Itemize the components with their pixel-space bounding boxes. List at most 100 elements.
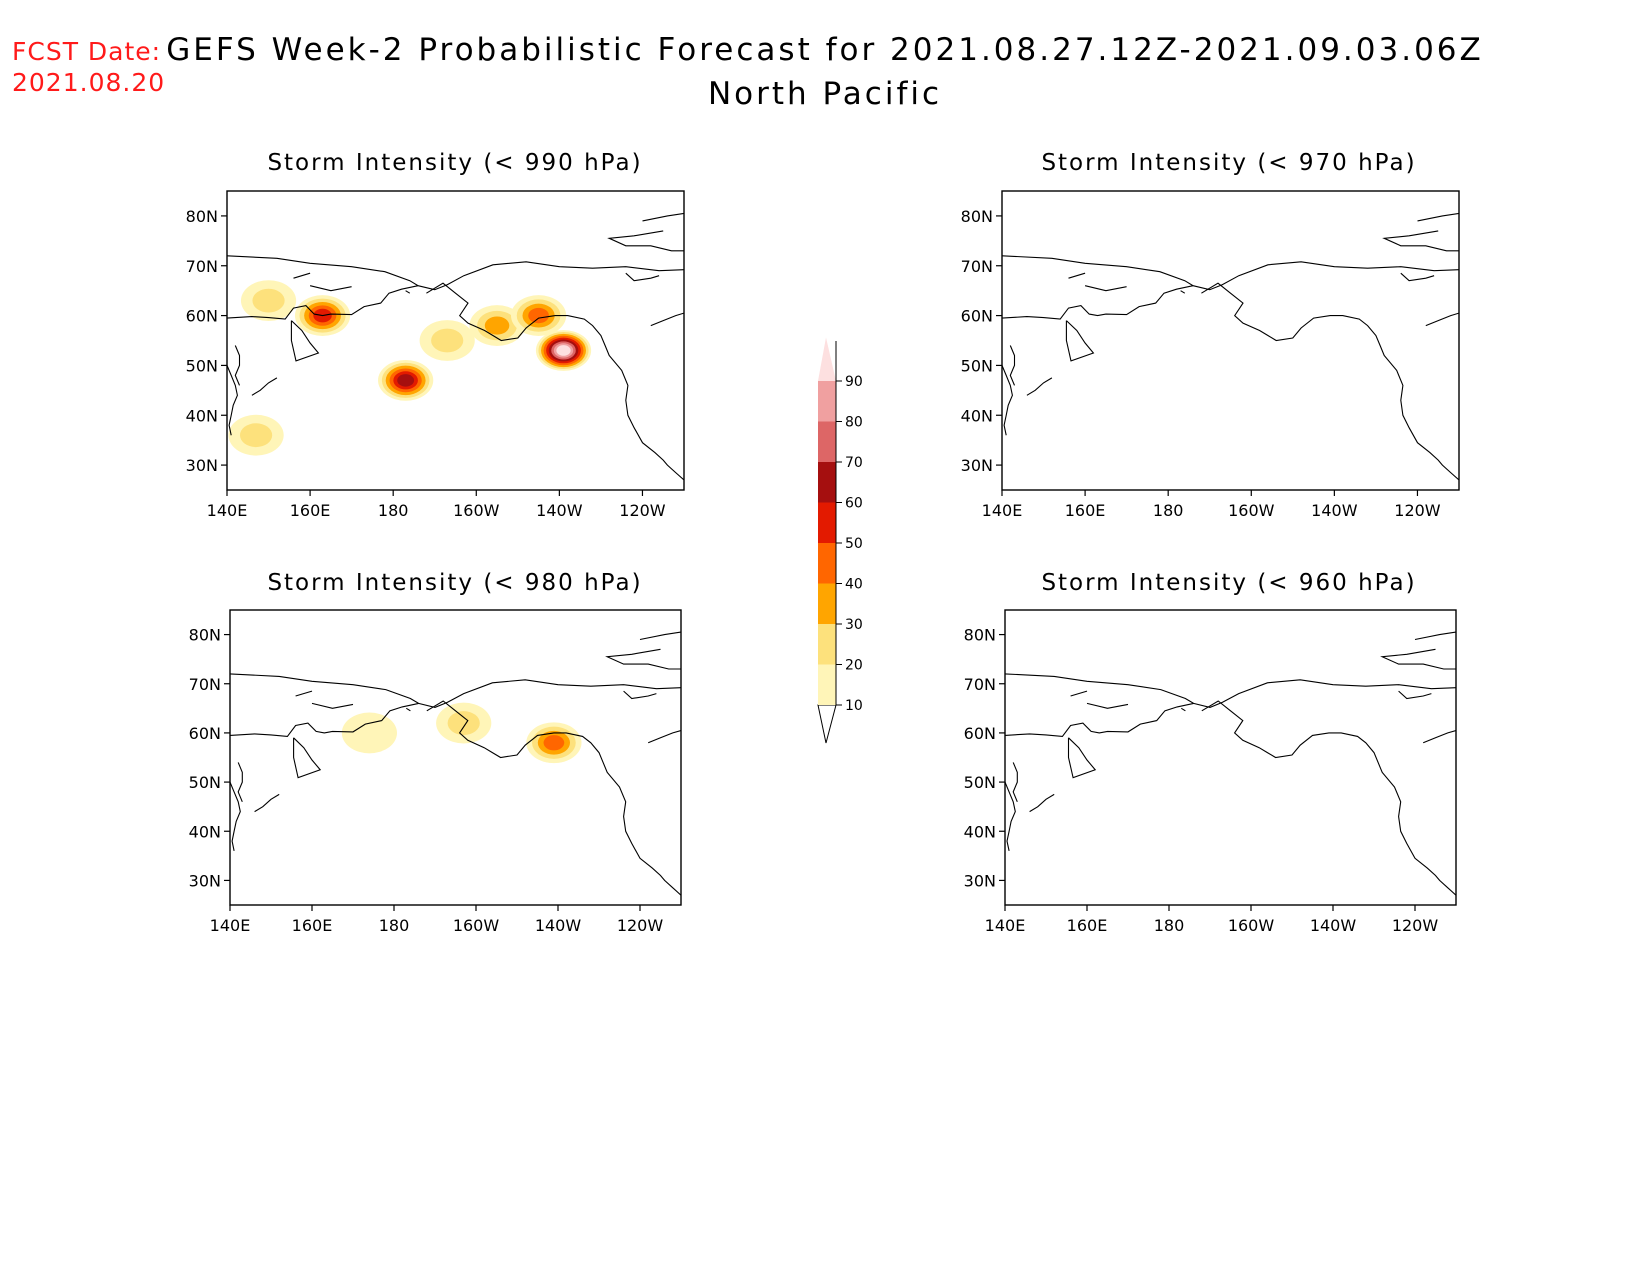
lon-tick-label: 160W	[453, 501, 500, 520]
lat-tick-label: 80N	[961, 207, 993, 226]
coastline	[1005, 781, 1016, 852]
coastline	[1005, 673, 1456, 708]
panel-title-960: Storm Intensity (< 960 hPa)	[1041, 570, 1417, 596]
lon-tick-label: 160W	[1228, 501, 1275, 520]
map-plot-area	[1005, 631, 1456, 896]
lat-tick-label: 30N	[961, 456, 993, 475]
lat-tick-label: 60N	[189, 724, 221, 743]
coastline	[1009, 345, 1016, 386]
coastline	[1026, 377, 1053, 396]
map-frame	[1001, 190, 1460, 491]
lon-tick-label: 140W	[535, 916, 582, 935]
coastline	[234, 345, 241, 386]
lat-tick-label: 70N	[189, 675, 221, 694]
coastline	[1201, 700, 1456, 896]
lon-tick-label: 180	[1153, 501, 1184, 520]
probability-contour	[397, 374, 415, 387]
coastline	[254, 793, 280, 813]
coastline	[1380, 648, 1456, 670]
lat-tick-label: 30N	[186, 456, 218, 475]
fcst-date: FCST Date: 2021.08.20	[12, 36, 165, 98]
lat-tick-label: 30N	[964, 871, 996, 890]
map-plot-area	[1002, 212, 1459, 481]
lon-tick-label: 160E	[292, 916, 333, 935]
coastline	[295, 690, 313, 697]
lon-tick-label: 140W	[1311, 501, 1358, 520]
coastline	[311, 702, 354, 709]
coastline	[1068, 272, 1086, 279]
coastline	[1201, 282, 1459, 481]
lon-tick-label: 120W	[619, 501, 666, 520]
lon-tick-label: 160E	[1067, 916, 1108, 935]
probability-contour	[556, 345, 571, 356]
lon-tick-label: 140W	[536, 501, 583, 520]
coastline	[237, 762, 243, 803]
panel-title-970: Storm Intensity (< 970 hPa)	[1041, 150, 1417, 176]
colorbar-segment	[818, 664, 836, 705]
colorbar-lower-extension	[817, 704, 837, 744]
coastline	[1029, 793, 1055, 813]
coastline	[625, 272, 660, 282]
map-panel-1: 140E 160E 180 160W 140W 120W 80N 70N 60N 50N 40N 30…	[186, 190, 685, 520]
map-frame	[229, 609, 682, 906]
lon-tick-label: 160E	[1065, 501, 1106, 520]
coastline	[251, 377, 278, 396]
coastline	[623, 690, 657, 700]
map-frame	[1004, 609, 1457, 906]
coastline	[1382, 230, 1459, 252]
probability-contour	[543, 735, 565, 751]
lon-tick-label: 180	[1154, 916, 1185, 935]
map-plot-area	[230, 631, 681, 896]
coastline	[647, 729, 681, 744]
colorbar-segment	[818, 381, 836, 422]
lat-tick-label: 50N	[189, 773, 221, 792]
probability-contour	[484, 316, 510, 335]
colorbar-segment	[818, 462, 836, 503]
coastline	[1067, 737, 1097, 779]
coastline	[1002, 285, 1194, 320]
colorbar-upper-extension	[818, 337, 836, 381]
probability-contour	[341, 712, 397, 754]
coastline	[1065, 320, 1095, 362]
coastline	[1002, 365, 1013, 436]
colorbar-tick-label: 20	[845, 658, 863, 674]
coastline	[426, 282, 684, 481]
panel-title-980: Storm Intensity (< 980 hPa)	[267, 570, 643, 596]
coastline	[227, 365, 238, 436]
panel-title-990: Storm Intensity (< 990 hPa)	[267, 150, 643, 176]
lon-tick-label: 160W	[1228, 916, 1275, 935]
probability-contour	[431, 328, 464, 353]
lon-tick-label: 120W	[617, 916, 664, 935]
lat-tick-label: 80N	[964, 626, 996, 645]
map-panel-3: 140E 160E 180 160W 140W 120W 80N 70N 60N 50N 40N 30…	[189, 609, 682, 935]
coastline	[1422, 729, 1456, 744]
coastline	[406, 707, 411, 712]
coastline	[227, 285, 419, 320]
coastline	[642, 212, 684, 222]
lon-tick-label: 140W	[1310, 916, 1357, 935]
lat-tick-label: 80N	[189, 626, 221, 645]
lon-tick-label: 160W	[453, 916, 500, 935]
lat-tick-label: 40N	[189, 822, 221, 841]
lat-tick-label: 40N	[186, 406, 218, 425]
fcst-date-label: FCST Date:	[12, 37, 162, 66]
lat-tick-label: 30N	[189, 871, 221, 890]
coastline	[1070, 690, 1088, 697]
coastline	[1180, 290, 1186, 294]
coastline	[227, 255, 684, 291]
lat-tick-label: 60N	[961, 307, 993, 326]
colorbar-segment	[818, 502, 836, 543]
coastline	[1398, 690, 1432, 700]
lat-tick-label: 50N	[186, 356, 218, 375]
colorbar: 10 20 30 40 50 60 70 80 90	[817, 337, 863, 744]
colorbar-tick-label: 50	[845, 536, 863, 552]
coastline	[230, 673, 681, 708]
lat-tick-label: 40N	[964, 822, 996, 841]
colorbar-tick-label: 10	[845, 698, 863, 714]
colorbar-tick-label: 60	[845, 496, 863, 512]
coastline	[1181, 707, 1186, 712]
coastline	[293, 272, 311, 279]
coastline	[230, 781, 241, 852]
probability-contour	[252, 288, 285, 313]
coastline	[405, 290, 411, 294]
